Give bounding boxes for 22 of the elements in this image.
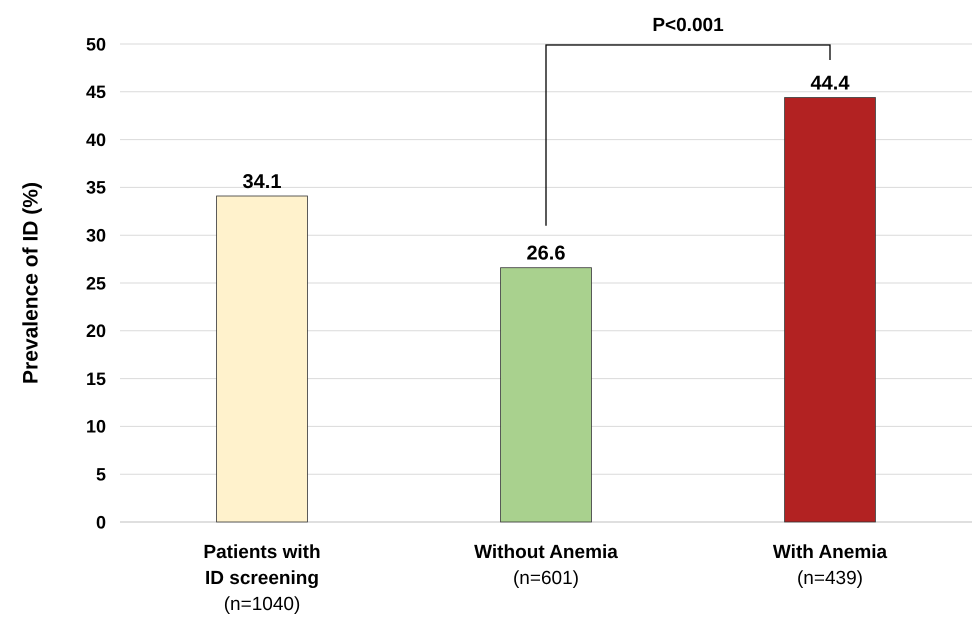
x-tick-label: With Anemia (n=439) <box>772 542 888 589</box>
y-tick-label: 35 <box>86 178 106 198</box>
y-tick-label: 25 <box>86 273 106 294</box>
y-axis-title: Prevalence of ID (%) <box>19 182 42 384</box>
x-tick-label: Patients with ID screening (n=1040) <box>203 542 321 615</box>
y-tick-label: 15 <box>86 368 106 389</box>
y-tick-label: 45 <box>86 82 106 102</box>
data-label: 34.1 <box>242 171 282 194</box>
bar <box>216 196 308 522</box>
bar <box>500 267 592 522</box>
data-label: 44.4 <box>810 72 850 95</box>
y-tick-label: 5 <box>96 464 106 484</box>
y-tick-label: 30 <box>86 226 106 246</box>
text: P<0.001 <box>652 15 724 36</box>
x-tick-label: Without Anemia (n=601) <box>474 542 618 589</box>
y-tick-label: 0 <box>96 512 106 532</box>
y-tick-label: 10 <box>86 416 106 437</box>
y-tick-label: 40 <box>86 130 106 150</box>
bar <box>784 97 876 522</box>
data-label: 26.6 <box>526 242 566 265</box>
y-tick-label: 20 <box>86 321 106 342</box>
y-tick-label: 50 <box>86 34 106 54</box>
